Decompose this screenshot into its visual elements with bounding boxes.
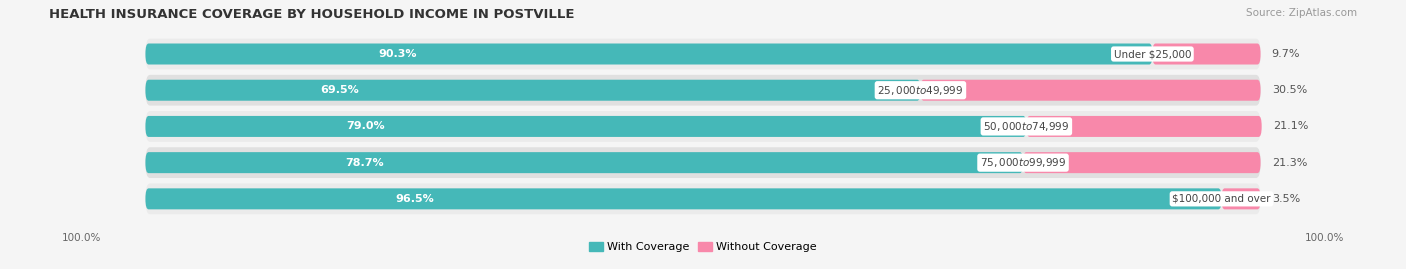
Text: 30.5%: 30.5%	[1271, 85, 1308, 95]
Text: 21.1%: 21.1%	[1272, 121, 1308, 132]
FancyBboxPatch shape	[921, 80, 1261, 101]
Text: $75,000 to $99,999: $75,000 to $99,999	[980, 156, 1066, 169]
Text: 69.5%: 69.5%	[319, 85, 359, 95]
Text: Under $25,000: Under $25,000	[1114, 49, 1191, 59]
FancyBboxPatch shape	[145, 147, 1261, 178]
Text: HEALTH INSURANCE COVERAGE BY HOUSEHOLD INCOME IN POSTVILLE: HEALTH INSURANCE COVERAGE BY HOUSEHOLD I…	[49, 8, 575, 21]
FancyBboxPatch shape	[145, 183, 1261, 214]
FancyBboxPatch shape	[145, 80, 921, 101]
FancyBboxPatch shape	[1153, 44, 1261, 65]
Legend: With Coverage, Without Coverage: With Coverage, Without Coverage	[585, 237, 821, 256]
FancyBboxPatch shape	[145, 44, 1153, 65]
FancyBboxPatch shape	[1024, 152, 1261, 173]
Text: $50,000 to $74,999: $50,000 to $74,999	[983, 120, 1070, 133]
Text: 96.5%: 96.5%	[395, 194, 434, 204]
Text: $25,000 to $49,999: $25,000 to $49,999	[877, 84, 963, 97]
FancyBboxPatch shape	[145, 39, 1261, 69]
Text: $100,000 and over: $100,000 and over	[1173, 194, 1271, 204]
FancyBboxPatch shape	[145, 111, 1261, 142]
Text: Source: ZipAtlas.com: Source: ZipAtlas.com	[1246, 8, 1357, 18]
Text: 79.0%: 79.0%	[346, 121, 385, 132]
Text: 3.5%: 3.5%	[1271, 194, 1301, 204]
Text: 78.7%: 78.7%	[346, 158, 384, 168]
FancyBboxPatch shape	[145, 152, 1024, 173]
FancyBboxPatch shape	[1026, 116, 1261, 137]
Text: 9.7%: 9.7%	[1271, 49, 1301, 59]
FancyBboxPatch shape	[145, 116, 1026, 137]
Text: 100.0%: 100.0%	[62, 233, 101, 243]
Text: 21.3%: 21.3%	[1271, 158, 1308, 168]
FancyBboxPatch shape	[1222, 188, 1261, 209]
FancyBboxPatch shape	[145, 75, 1261, 106]
FancyBboxPatch shape	[145, 188, 1222, 209]
Text: 90.3%: 90.3%	[378, 49, 416, 59]
Text: 100.0%: 100.0%	[1305, 233, 1344, 243]
